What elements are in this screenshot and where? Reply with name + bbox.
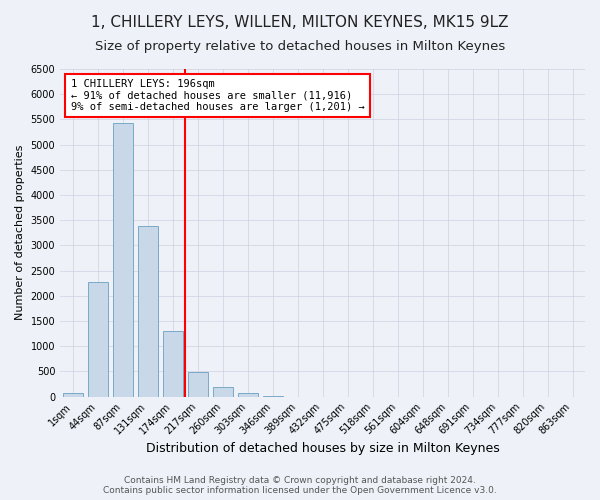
Bar xyxy=(88,282,107,397)
Bar xyxy=(62,393,83,396)
Text: 1 CHILLERY LEYS: 196sqm
← 91% of detached houses are smaller (11,916)
9% of semi: 1 CHILLERY LEYS: 196sqm ← 91% of detache… xyxy=(71,79,364,112)
Bar xyxy=(212,387,233,396)
Bar xyxy=(238,392,257,396)
Y-axis label: Number of detached properties: Number of detached properties xyxy=(15,145,25,320)
Bar xyxy=(113,124,133,396)
Text: 1, CHILLERY LEYS, WILLEN, MILTON KEYNES, MK15 9LZ: 1, CHILLERY LEYS, WILLEN, MILTON KEYNES,… xyxy=(91,15,509,30)
X-axis label: Distribution of detached houses by size in Milton Keynes: Distribution of detached houses by size … xyxy=(146,442,499,455)
Bar xyxy=(188,372,208,396)
Bar xyxy=(163,330,182,396)
Text: Contains HM Land Registry data © Crown copyright and database right 2024.
Contai: Contains HM Land Registry data © Crown c… xyxy=(103,476,497,495)
Bar xyxy=(137,226,158,396)
Text: Size of property relative to detached houses in Milton Keynes: Size of property relative to detached ho… xyxy=(95,40,505,53)
